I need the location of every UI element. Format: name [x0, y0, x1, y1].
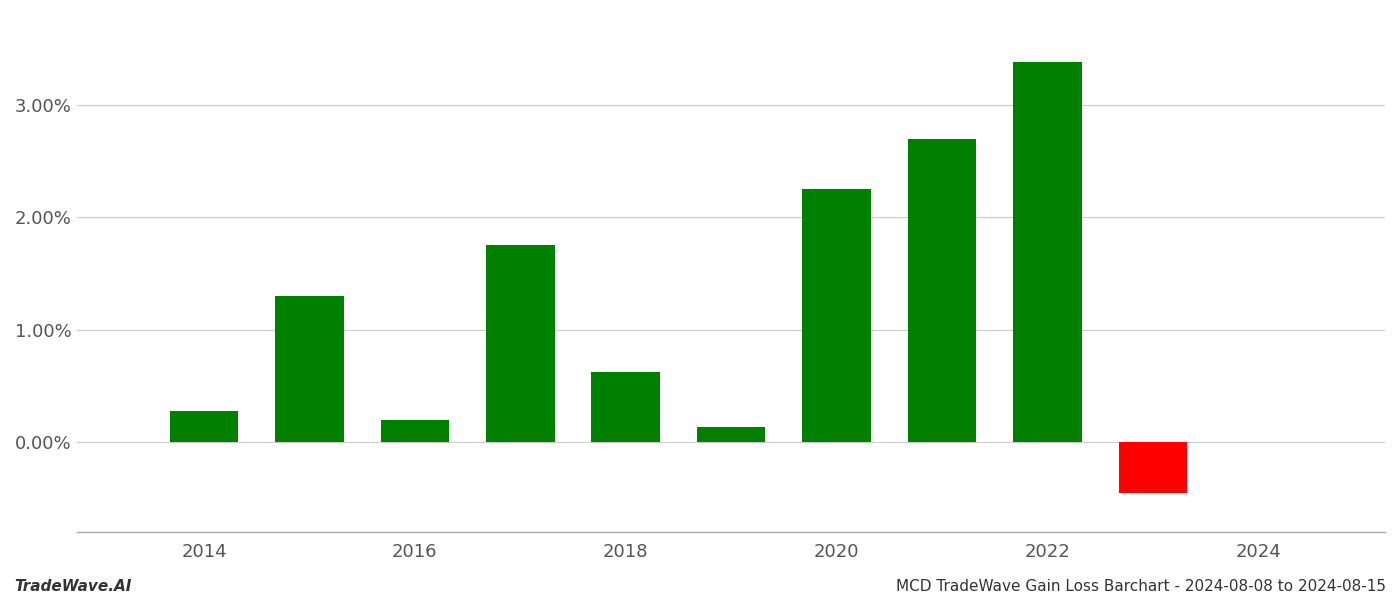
- Bar: [591, 373, 659, 442]
- Bar: [276, 296, 343, 442]
- Bar: [381, 419, 449, 442]
- Bar: [907, 139, 976, 442]
- Bar: [697, 427, 766, 442]
- Bar: [169, 410, 238, 442]
- Bar: [1119, 442, 1187, 493]
- Text: TradeWave.AI: TradeWave.AI: [14, 579, 132, 594]
- Bar: [486, 245, 554, 442]
- Bar: [802, 189, 871, 442]
- Bar: [1014, 62, 1082, 442]
- Text: MCD TradeWave Gain Loss Barchart - 2024-08-08 to 2024-08-15: MCD TradeWave Gain Loss Barchart - 2024-…: [896, 579, 1386, 594]
